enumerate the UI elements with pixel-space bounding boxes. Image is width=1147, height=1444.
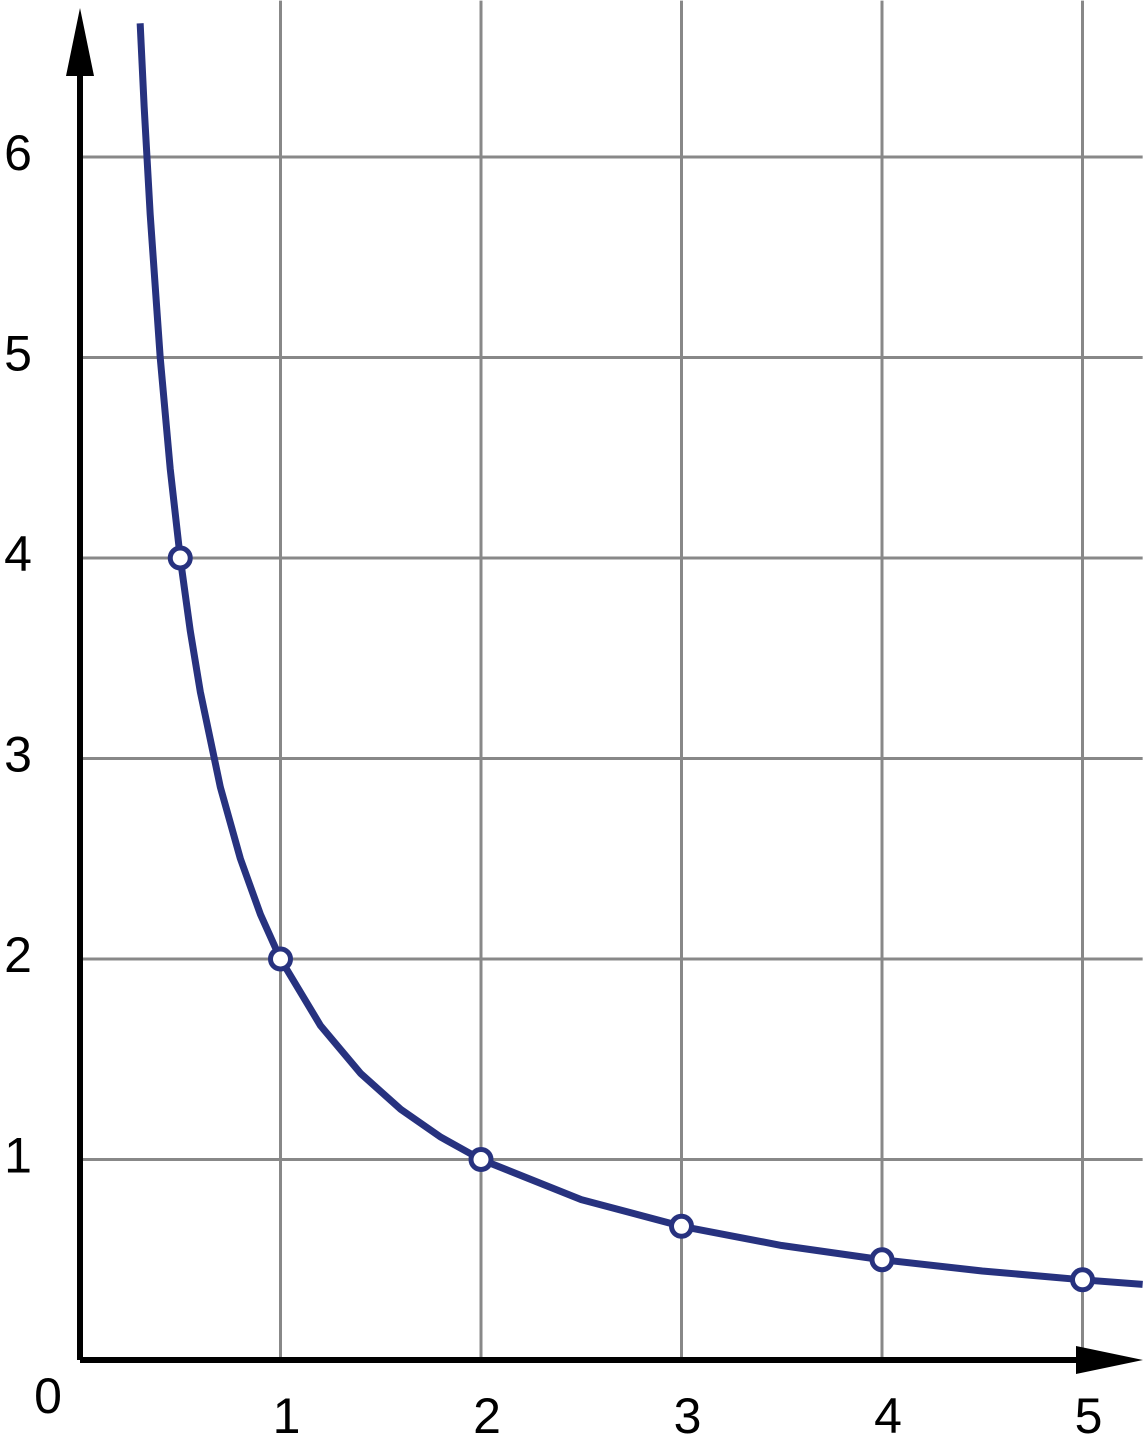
x-axis-arrow (1076, 1346, 1143, 1374)
x-tick-label: 1 (273, 1388, 301, 1444)
y-tick-label: 6 (4, 125, 32, 181)
x-tick-label: 3 (674, 1388, 702, 1444)
grid (80, 0, 1143, 1360)
plot (136, 23, 1143, 1293)
y-tick-label: 2 (4, 927, 32, 983)
x-tick-label: 0 (34, 1368, 62, 1424)
y-tick-label: 4 (4, 526, 32, 582)
x-tick-label: 4 (874, 1388, 902, 1444)
data-point (167, 545, 193, 571)
x-tick-label: 5 (1075, 1388, 1103, 1444)
data-point (669, 1213, 694, 1239)
y-tick-label: 5 (4, 326, 32, 382)
y-tick-label: 3 (4, 727, 32, 783)
y-axis-arrow (66, 8, 94, 76)
y-tick-label: 1 (4, 1128, 32, 1184)
x-tick-label: 2 (473, 1388, 501, 1444)
data-point (869, 1247, 895, 1273)
data-point (468, 1147, 494, 1172)
curve (136, 23, 1143, 1288)
data-point (1070, 1267, 1095, 1293)
data-point (268, 946, 293, 972)
